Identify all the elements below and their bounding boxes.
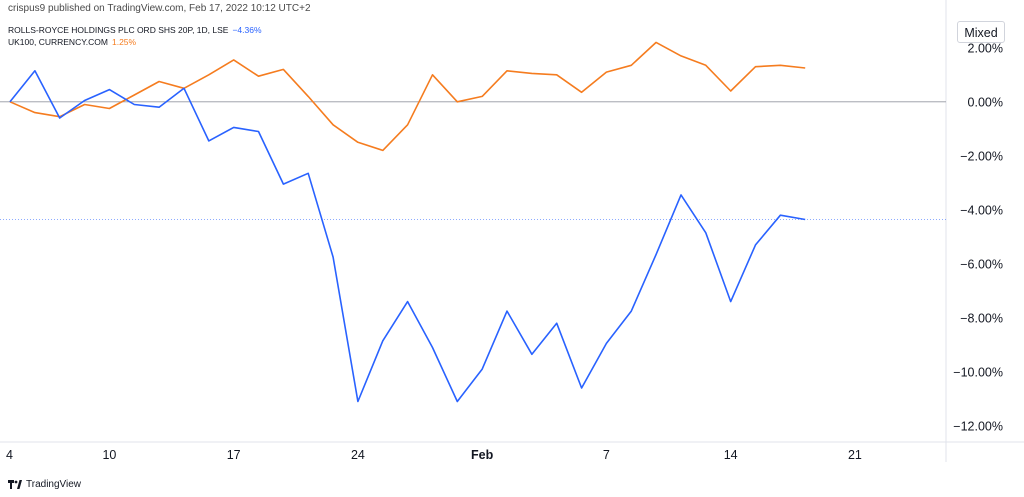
x-tick-label: 7 bbox=[603, 448, 610, 462]
brand-name: TradingView bbox=[26, 479, 82, 490]
tradingview-brand[interactable]: TradingView bbox=[8, 479, 81, 490]
x-tick-label: 14 bbox=[724, 448, 738, 462]
legend-item-rolls-royce[interactable]: ROLLS-ROYCE HOLDINGS PLC ORD SHS 20P, 1D… bbox=[8, 24, 262, 36]
y-tick-label: −4.00% bbox=[960, 203, 1003, 217]
x-tick-label: 4 bbox=[6, 448, 13, 462]
legend-label: ROLLS-ROYCE HOLDINGS PLC ORD SHS 20P, 1D… bbox=[8, 25, 229, 35]
legend-value: −4.36% bbox=[232, 25, 262, 35]
publisher-line: crispus9 published on TradingView.com, F… bbox=[8, 3, 311, 14]
x-tick-label: 24 bbox=[351, 448, 365, 462]
legend-item-uk100[interactable]: UK100, CURRENCY.COM 1.25% bbox=[8, 36, 262, 48]
x-tick-label: 21 bbox=[848, 448, 862, 462]
y-tick-label: −8.00% bbox=[960, 311, 1003, 325]
legend-value: 1.25% bbox=[111, 37, 137, 47]
y-tick-label: 0.00% bbox=[968, 95, 1003, 109]
y-tick-label: −2.00% bbox=[960, 149, 1003, 163]
y-tick-label: −6.00% bbox=[960, 257, 1003, 271]
x-tick-label: Feb bbox=[471, 448, 494, 462]
legend-label: UK100, CURRENCY.COM bbox=[8, 37, 108, 47]
scale-mode-button[interactable]: Mixed bbox=[957, 21, 1005, 43]
y-tick-label: 2.00% bbox=[968, 41, 1003, 55]
x-tick-label: 10 bbox=[102, 448, 116, 462]
uk100-series-line bbox=[9, 41, 806, 152]
y-tick-label: −12.00% bbox=[953, 419, 1003, 433]
rolls-royce-series-line bbox=[9, 70, 806, 403]
legend: ROLLS-ROYCE HOLDINGS PLC ORD SHS 20P, 1D… bbox=[8, 24, 262, 48]
x-tick-label: 17 bbox=[227, 448, 241, 462]
y-tick-label: −10.00% bbox=[953, 365, 1003, 379]
tradingview-logo-icon bbox=[8, 480, 22, 489]
